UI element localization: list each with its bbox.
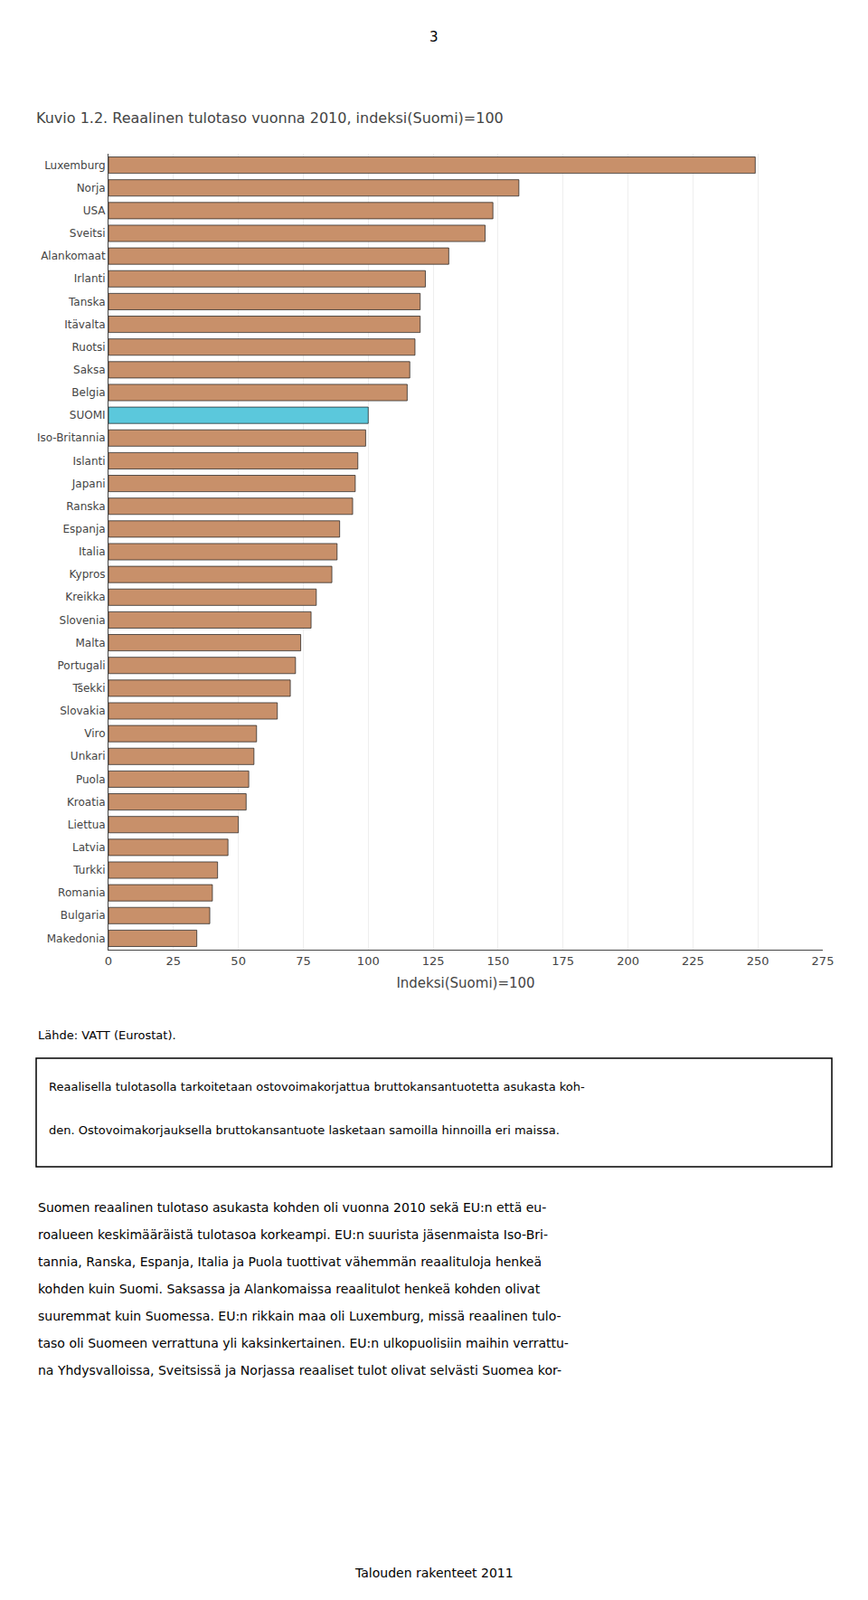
svg-text:Kroatia: Kroatia (66, 795, 106, 809)
svg-text:150: 150 (486, 953, 510, 968)
svg-text:SUOMI: SUOMI (69, 408, 106, 422)
svg-text:Indeksi(Suomi)=100: Indeksi(Suomi)=100 (396, 974, 535, 991)
svg-text:taso oli Suomeen verrattuna yl: taso oli Suomeen verrattuna yli kaksinke… (37, 1335, 569, 1350)
svg-text:Bulgaria: Bulgaria (60, 908, 106, 922)
svg-text:roalueen keskimääräistä tulota: roalueen keskimääräistä tulotasoa korkea… (37, 1226, 548, 1242)
svg-text:200: 200 (616, 953, 640, 968)
svg-text:275: 275 (811, 953, 835, 968)
svg-text:175: 175 (551, 953, 575, 968)
svg-text:den. Ostovoimakorjauksella bru: den. Ostovoimakorjauksella bruttokansant… (48, 1122, 560, 1137)
svg-text:Islanti: Islanti (72, 454, 105, 468)
svg-text:Belgia: Belgia (71, 386, 105, 399)
svg-text:Latvia: Latvia (72, 840, 106, 854)
svg-text:125: 125 (422, 953, 445, 968)
svg-text:Espanja: Espanja (62, 522, 105, 536)
svg-text:Iso-Britannia: Iso-Britannia (37, 431, 106, 444)
svg-text:25: 25 (166, 953, 182, 968)
svg-text:Malta: Malta (75, 636, 105, 650)
svg-text:Talouden rakenteet 2011: Talouden rakenteet 2011 (354, 1565, 514, 1580)
svg-text:Itävalta: Itävalta (64, 318, 105, 331)
svg-text:50: 50 (230, 953, 246, 968)
svg-text:Unkari: Unkari (70, 749, 106, 763)
svg-text:na Yhdysvalloissa, Sveitsissä: na Yhdysvalloissa, Sveitsissä ja Norjass… (37, 1362, 562, 1378)
svg-text:Saksa: Saksa (73, 363, 106, 377)
svg-text:225: 225 (681, 953, 705, 968)
svg-text:Japani: Japani (71, 477, 106, 491)
svg-text:Makedonia: Makedonia (47, 932, 106, 945)
svg-text:suuremmat kuin Suomessa. EU:n: suuremmat kuin Suomessa. EU:n rikkain ma… (37, 1308, 562, 1323)
svg-text:Puola: Puola (75, 773, 106, 786)
svg-text:Kuvio 1.2. Reaalinen tulotaso: Kuvio 1.2. Reaalinen tulotaso vuonna 201… (36, 109, 504, 127)
svg-text:75: 75 (295, 953, 312, 968)
svg-text:Alankomaat: Alankomaat (40, 249, 106, 263)
svg-text:Irlanti: Irlanti (74, 272, 106, 285)
svg-text:100: 100 (357, 953, 380, 968)
svg-text:Viro: Viro (84, 726, 105, 740)
svg-text:Italia: Italia (78, 545, 106, 558)
svg-text:Liettua: Liettua (67, 818, 106, 831)
svg-text:Tanska: Tanska (67, 295, 106, 309)
svg-text:Lähde: VATT (Eurostat).: Lähde: VATT (Eurostat). (37, 1028, 177, 1042)
svg-text:Turkki: Turkki (72, 863, 105, 877)
svg-text:Romania: Romania (57, 886, 105, 899)
svg-text:Suomen reaalinen tulotaso asuk: Suomen reaalinen tulotaso asukasta kohde… (37, 1199, 547, 1215)
svg-text:Kreikka: Kreikka (65, 590, 105, 604)
svg-text:Reaalisella tulotasolla tarkoi: Reaalisella tulotasolla tarkoitetaan ost… (48, 1079, 585, 1094)
svg-text:Ruotsi: Ruotsi (72, 340, 106, 354)
svg-text:Slovakia: Slovakia (59, 704, 105, 718)
svg-text:Luxemburg: Luxemburg (44, 159, 105, 172)
svg-text:Portugali: Portugali (57, 659, 106, 672)
svg-text:250: 250 (746, 953, 770, 968)
svg-text:Norja: Norja (76, 181, 106, 195)
svg-text:USA: USA (83, 204, 107, 217)
svg-text:Slovenia: Slovenia (59, 613, 106, 627)
svg-text:0: 0 (104, 953, 113, 968)
svg-text:kohden kuin Suomi. Saksassa ja: kohden kuin Suomi. Saksassa ja Alankomai… (37, 1281, 541, 1296)
svg-text:3: 3 (429, 28, 439, 46)
svg-text:Ranska: Ranska (66, 500, 105, 513)
svg-text:tannia, Ranska, Espanja, Itali: tannia, Ranska, Espanja, Italia ja Puola… (37, 1254, 542, 1269)
svg-text:Kypros: Kypros (69, 567, 106, 581)
svg-text:Sveitsi: Sveitsi (69, 226, 106, 240)
svg-text:Tšekki: Tšekki (71, 681, 105, 695)
